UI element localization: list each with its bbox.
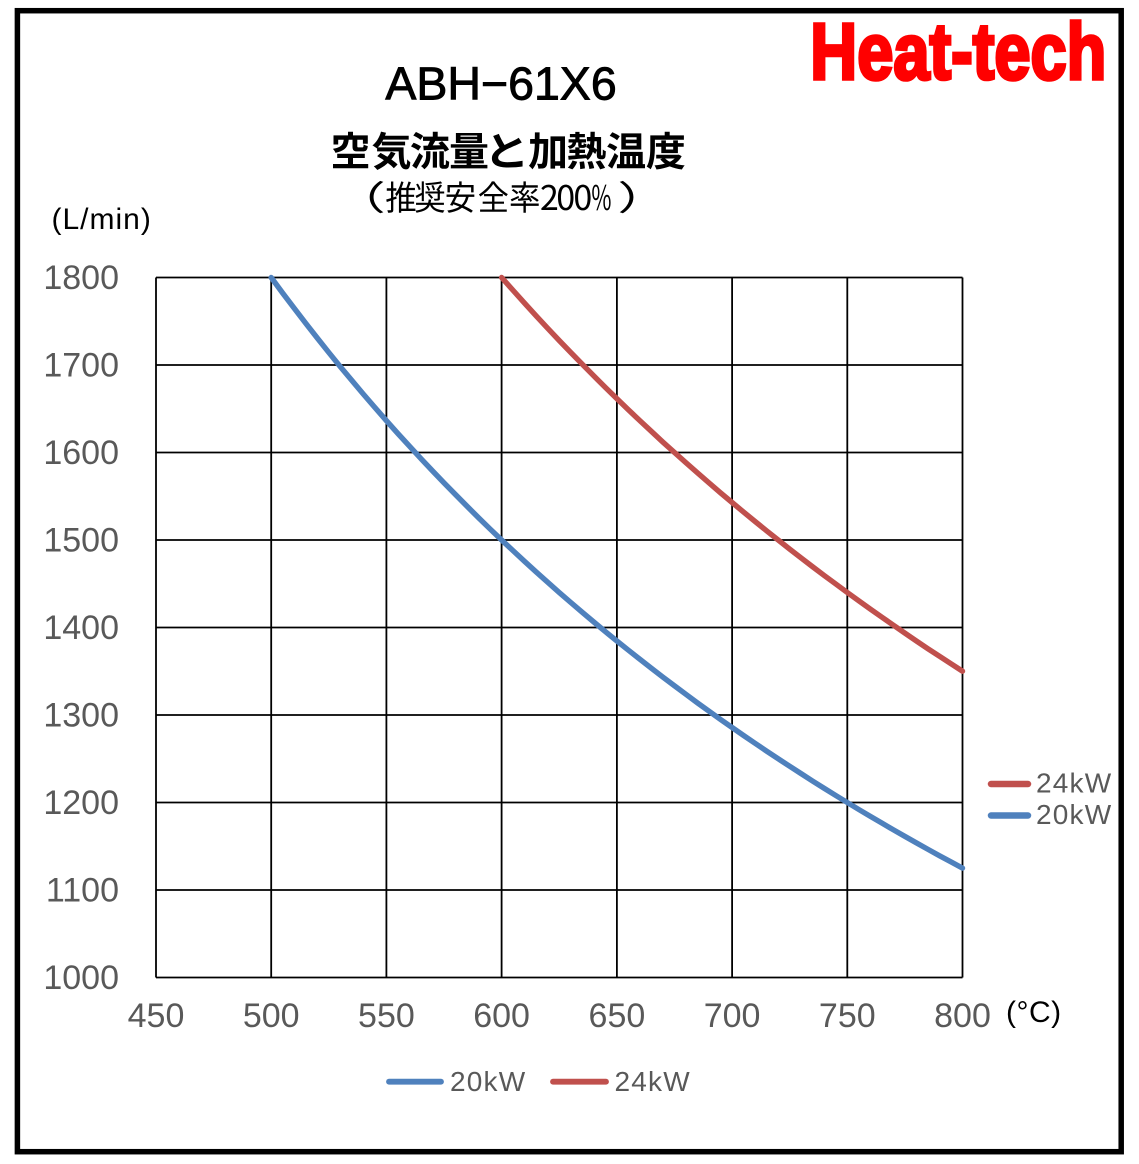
- svg-text:1700: 1700: [43, 347, 119, 385]
- svg-text:24kW: 24kW: [615, 1066, 691, 1097]
- svg-text:1400: 1400: [43, 609, 119, 647]
- svg-text:1300: 1300: [43, 697, 119, 735]
- svg-text:1200: 1200: [43, 784, 119, 822]
- svg-text:20kW: 20kW: [1036, 799, 1112, 830]
- svg-text:24kW: 24kW: [1036, 768, 1112, 799]
- svg-text:450: 450: [128, 997, 185, 1035]
- svg-text:Heat-tech: Heat-tech: [810, 7, 1106, 96]
- svg-text:ABH−61X6: ABH−61X6: [385, 58, 616, 110]
- svg-text:(L/min): (L/min): [52, 203, 152, 236]
- svg-text:1800: 1800: [43, 259, 119, 297]
- svg-text:1000: 1000: [43, 959, 119, 997]
- svg-text:1600: 1600: [43, 434, 119, 472]
- svg-text:(°C): (°C): [1006, 996, 1062, 1029]
- svg-text:500: 500: [243, 997, 300, 1035]
- svg-text:20kW: 20kW: [450, 1066, 526, 1097]
- svg-text:750: 750: [819, 997, 876, 1035]
- svg-text:700: 700: [704, 997, 761, 1035]
- svg-text:1500: 1500: [43, 522, 119, 560]
- svg-text:550: 550: [358, 997, 415, 1035]
- svg-text:650: 650: [589, 997, 646, 1035]
- svg-text:1100: 1100: [46, 872, 119, 910]
- svg-text:800: 800: [934, 997, 991, 1035]
- svg-text:600: 600: [473, 997, 530, 1035]
